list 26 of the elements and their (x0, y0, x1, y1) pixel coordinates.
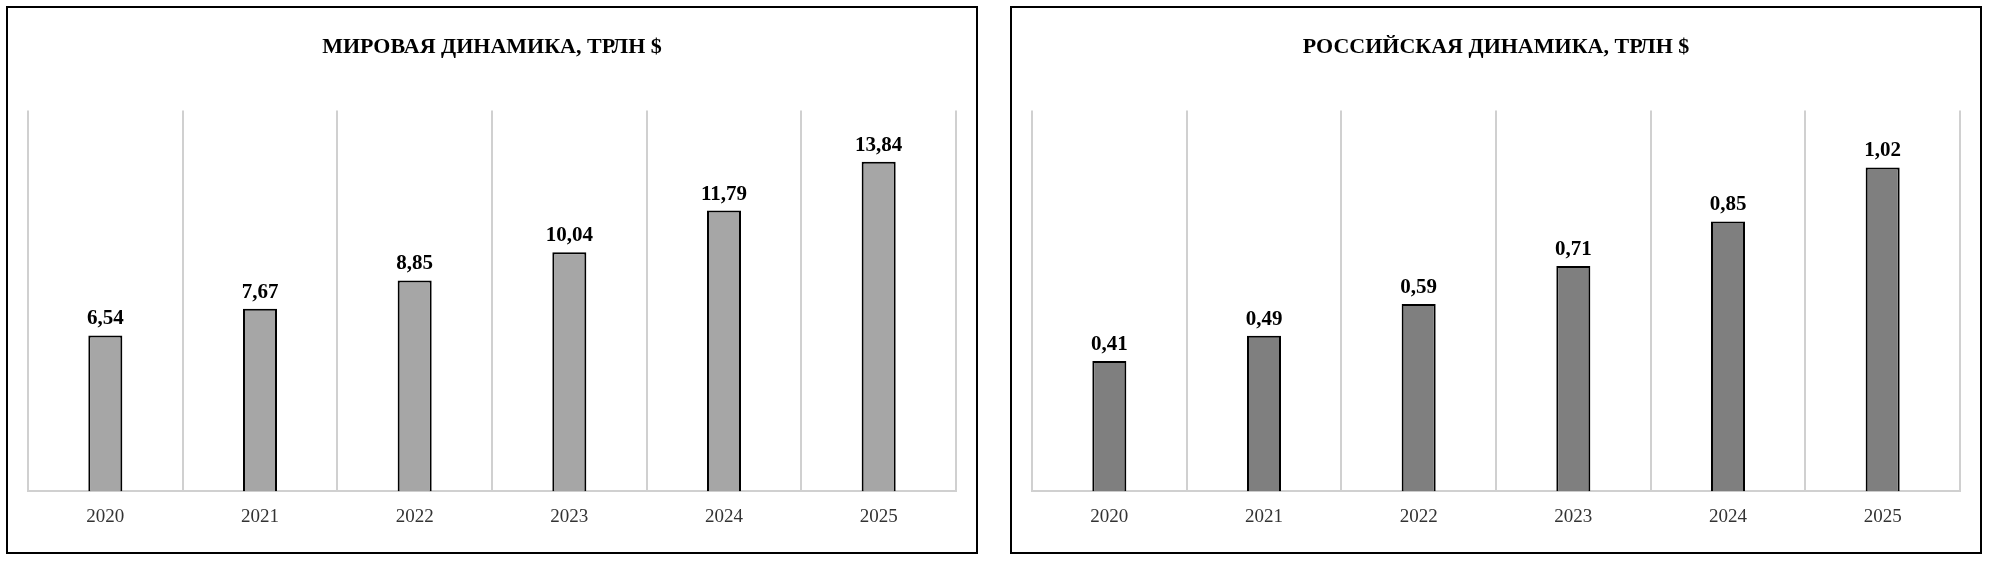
x-tick-label: 2023 (550, 504, 589, 526)
data-label: 8,85 (396, 250, 434, 275)
data-label: 0,41 (1090, 331, 1128, 356)
chart-title: МИРОВАЯ ДИНАМИКА, ТРЛН $ (322, 32, 662, 58)
x-tick-label: 2025 (1863, 504, 1902, 526)
x-tick-label: 2020 (86, 504, 125, 526)
x-tick-label: 2024 (1709, 504, 1748, 526)
x-tick-label: 2024 (705, 504, 744, 526)
x-tick-label: 2025 (859, 504, 898, 526)
x-tick-label: 2021 (1245, 504, 1283, 526)
x-tick-label: 2023 (1554, 504, 1593, 526)
data-label: 11,79 (700, 180, 748, 205)
data-label: 10,04 (545, 222, 594, 247)
x-tick-label: 2022 (395, 504, 434, 526)
data-label: 0,85 (1709, 191, 1747, 216)
data-label: 0,71 (1554, 235, 1592, 260)
data-label: 13,84 (855, 131, 903, 156)
data-label: 7,67 (241, 278, 279, 303)
data-label: 0,49 (1245, 305, 1283, 330)
data-label: 1,02 (1864, 137, 1902, 162)
data-label: 0,59 (1400, 273, 1438, 298)
data-label: 6,54 (86, 305, 125, 330)
chart-title: РОССИЙСКАЯ ДИНАМИКА, ТРЛН $ (1302, 32, 1690, 58)
x-tick-label: 2021 (241, 504, 279, 526)
x-tick-label: 2022 (1399, 504, 1438, 526)
x-tick-label: 2020 (1090, 504, 1129, 526)
